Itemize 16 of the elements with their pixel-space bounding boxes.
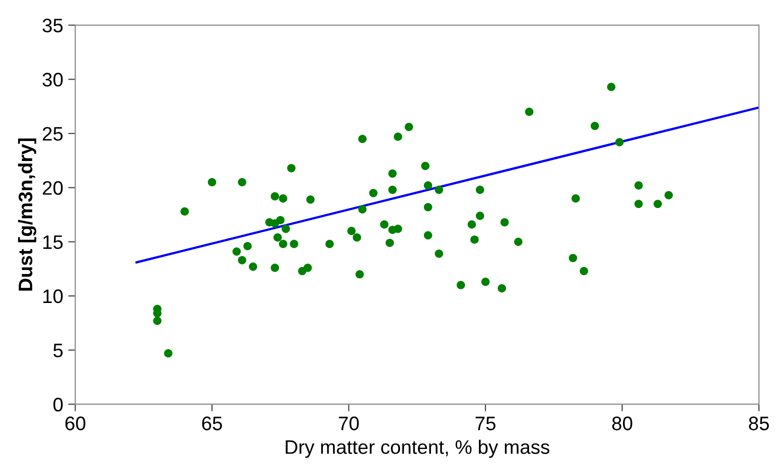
y-tick-label: 10 [43, 289, 63, 304]
x-tick-label: 60 [65, 416, 86, 430]
x-tick-label: 75 [476, 416, 496, 430]
x-tick-label: 85 [748, 416, 769, 430]
y-tick-label: 20 [42, 181, 63, 195]
y-tick-label: 5 [53, 344, 63, 358]
y-tick-label: 15 [43, 235, 63, 250]
y-tick-label: 30 [42, 72, 63, 87]
y-tick-label: 0 [53, 398, 63, 412]
x-tick-label: 80 [612, 416, 632, 430]
x-tick-label: 65 [202, 416, 222, 430]
x-tick-label: 70 [338, 416, 359, 430]
y-tick-label: 25 [42, 126, 63, 141]
y-axis-title: Dust [g/m3n,dry] [18, 138, 36, 291]
x-axis-title: Dry matter content, % by mass [286, 440, 550, 458]
y-tick-label: 35 [42, 18, 63, 32]
